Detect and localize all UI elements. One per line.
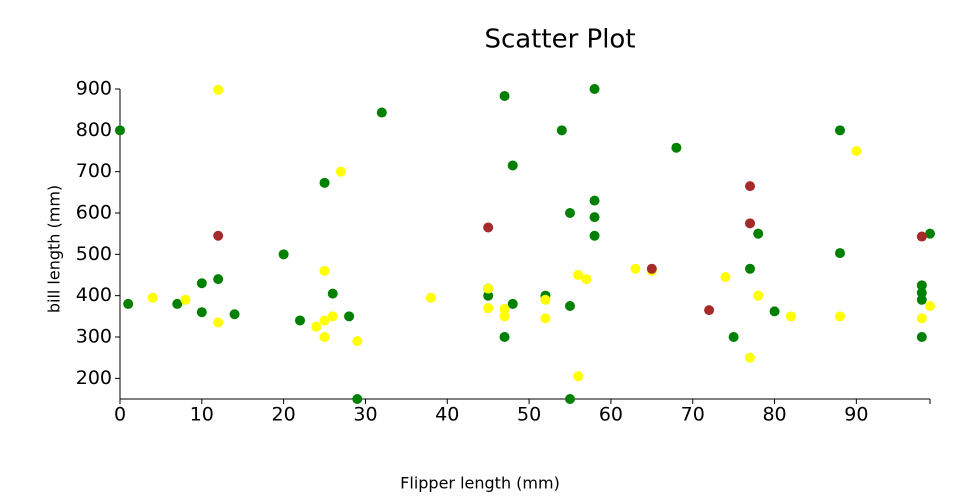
x-tick-label: 30: [353, 404, 377, 426]
point: [589, 195, 600, 206]
y-axis-title: bill length (mm): [45, 185, 64, 313]
y-tick-label: 700: [76, 160, 112, 182]
point: [925, 228, 935, 239]
point: [556, 125, 567, 136]
point: [671, 142, 682, 153]
point: [483, 303, 494, 314]
point: [728, 332, 739, 342]
point: [720, 272, 731, 283]
point: [916, 287, 927, 298]
point: [335, 166, 346, 177]
point: [196, 307, 207, 318]
point: [745, 218, 755, 229]
point: [540, 313, 551, 324]
y-tick-label: 300: [76, 326, 112, 348]
point: [499, 311, 510, 322]
point: [278, 249, 289, 260]
x-tick-label: 50: [517, 404, 541, 426]
x-tick-label: 0: [114, 404, 126, 426]
point: [229, 309, 240, 320]
point: [769, 306, 780, 317]
y-tick-label: 800: [76, 119, 112, 141]
point: [425, 292, 436, 303]
point: [319, 332, 330, 342]
point: [630, 263, 641, 274]
point: [499, 332, 510, 342]
point: [483, 222, 494, 233]
point: [213, 317, 224, 328]
point: [835, 125, 845, 136]
point: [589, 212, 600, 223]
point: [483, 290, 494, 301]
point: [589, 84, 600, 94]
point: [589, 230, 600, 241]
point: [540, 294, 551, 305]
point: [507, 298, 518, 309]
y-tick-label: 900: [76, 78, 112, 100]
point: [147, 292, 158, 303]
point: [499, 303, 510, 314]
point: [311, 321, 322, 332]
y-tick-label: 200: [76, 367, 112, 389]
point: [213, 230, 224, 241]
point: [213, 84, 224, 95]
point: [319, 265, 330, 276]
point: [180, 294, 191, 305]
y-tick-label: 400: [76, 284, 112, 306]
point: [835, 311, 845, 322]
point: [565, 208, 575, 218]
point: [352, 336, 363, 347]
x-tick-label: 70: [681, 404, 705, 426]
point: [753, 290, 764, 301]
point: [344, 311, 355, 322]
point: [745, 181, 755, 192]
point: [745, 352, 755, 363]
x-tick-label: 90: [844, 404, 868, 426]
point: [646, 263, 657, 274]
point: [916, 231, 927, 242]
point: [704, 305, 715, 316]
point: [172, 298, 183, 309]
point: [295, 315, 305, 326]
point: [483, 283, 494, 294]
point: [851, 146, 862, 156]
point: [319, 315, 330, 326]
point: [196, 278, 207, 289]
point: [319, 177, 330, 188]
point: [916, 294, 927, 305]
point: [213, 274, 224, 285]
point: [573, 371, 584, 382]
point: [753, 228, 764, 239]
x-tick-label: 10: [190, 404, 214, 426]
x-tick-label: 40: [435, 404, 459, 426]
point: [115, 125, 125, 136]
point: [376, 107, 387, 118]
point: [565, 394, 575, 404]
point: [507, 160, 518, 171]
point: [916, 332, 927, 342]
point: [565, 301, 575, 311]
x-axis-title: Flipper length (mm): [400, 474, 560, 493]
point: [352, 394, 363, 404]
point: [835, 248, 845, 259]
point: [573, 270, 584, 280]
chart-title: Scatter Plot: [484, 25, 635, 55]
y-tick-label: 500: [76, 243, 112, 265]
x-tick-label: 20: [272, 404, 296, 426]
x-tick-label: 60: [599, 404, 623, 426]
point: [327, 311, 338, 322]
x-tick-label: 80: [762, 404, 786, 426]
y-tick-label: 600: [76, 202, 112, 224]
point: [327, 288, 338, 299]
point: [916, 280, 927, 291]
point: [785, 311, 796, 322]
point: [499, 91, 510, 102]
point: [123, 298, 134, 309]
point: [581, 274, 592, 285]
point: [925, 301, 935, 311]
point: [745, 263, 755, 274]
point: [916, 313, 927, 324]
